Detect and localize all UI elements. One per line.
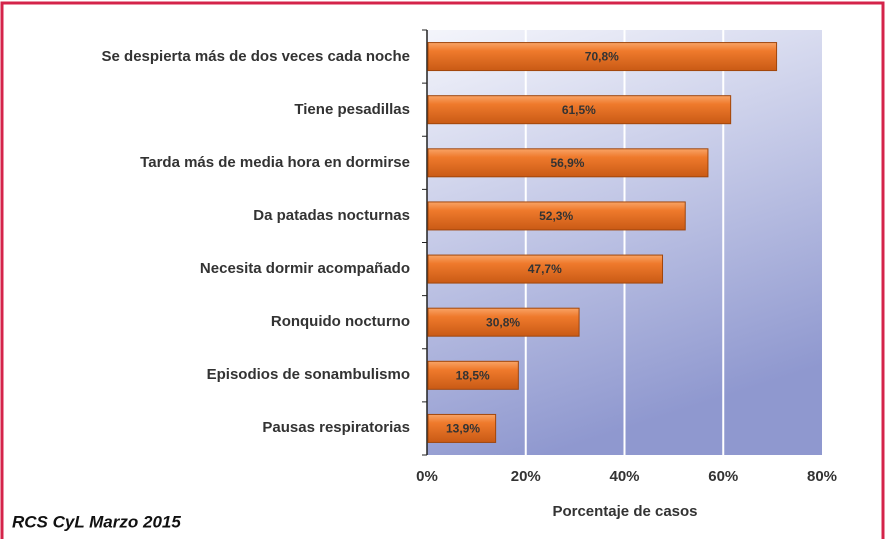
category-label: Se despierta más de dos veces cada noche (101, 47, 410, 65)
bar (427, 413, 497, 443)
source: RCS CyL Marzo 2015 (12, 512, 181, 531)
value-label: 30,8% (486, 315, 520, 329)
bar (427, 95, 732, 125)
category-label: Tiene pesadillas (294, 100, 410, 118)
category-label: Tarda más de media hora en dormirse (140, 153, 410, 171)
bar (427, 307, 580, 337)
x-tick-label: 20% (511, 468, 541, 485)
value-label: 56,9% (550, 156, 584, 170)
x-tick-label: 60% (708, 468, 738, 485)
x-tick-label: 40% (609, 468, 639, 485)
value-label: 47,7% (528, 262, 562, 276)
bar (427, 148, 709, 178)
category-label: Pausas respiratorias (262, 419, 410, 437)
category-label: Da patadas nocturnas (253, 206, 410, 224)
bar (427, 254, 664, 284)
x-tick-label: 0% (416, 468, 438, 485)
bar (427, 42, 778, 72)
value-label: 18,5% (456, 368, 490, 382)
value-label: 13,9% (446, 422, 480, 436)
value-label: 61,5% (562, 103, 596, 117)
x-axis-label: Porcentaje de casos (552, 503, 697, 520)
category-label: Episodios de sonambulismo (206, 366, 410, 384)
bar (427, 201, 686, 231)
category-label: Ronquido nocturno (270, 313, 410, 331)
category-label: Necesita dormir acompañado (199, 260, 410, 278)
bar (427, 360, 519, 390)
value-label: 70,8% (585, 50, 619, 64)
value-label: 52,3% (539, 209, 573, 223)
x-tick-label: 80% (807, 468, 837, 485)
